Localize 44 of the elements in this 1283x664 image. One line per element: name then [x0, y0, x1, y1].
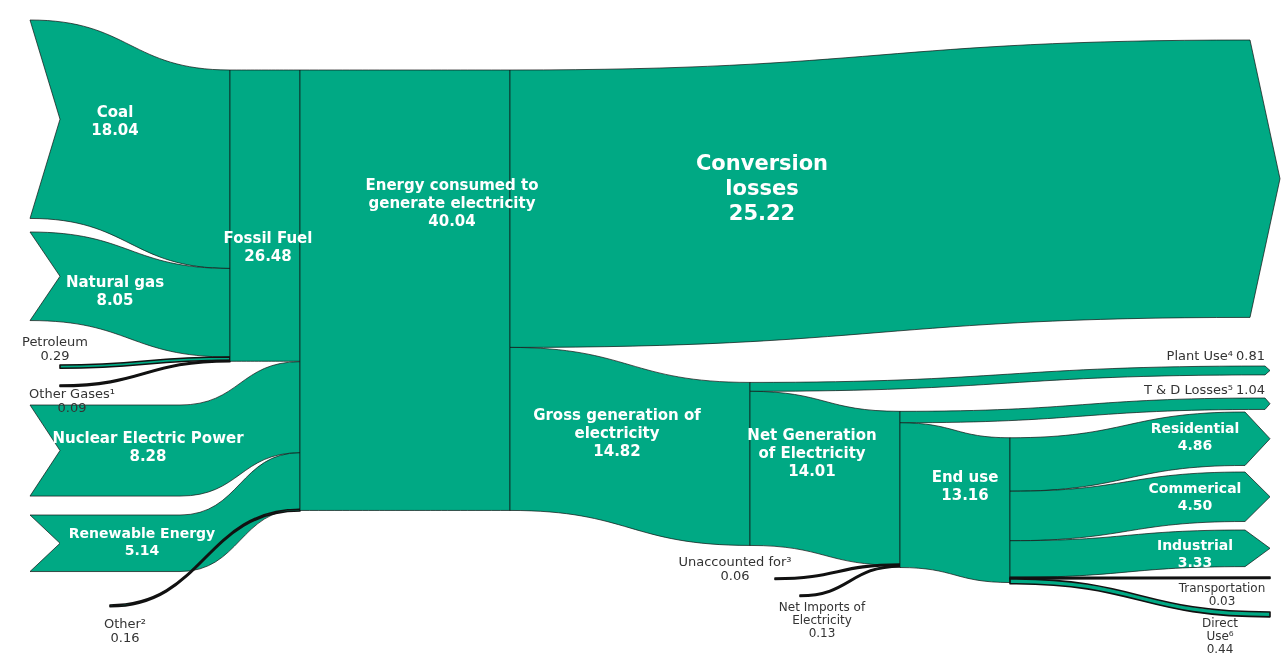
data-label: 4.86: [1177, 436, 1213, 453]
category-label: Direct Use⁶: [1202, 616, 1239, 644]
data-label: 0.16: [110, 630, 140, 646]
data-label: 40.04: [428, 212, 476, 230]
data-label: 8.05: [96, 291, 134, 309]
data-label: 14.01: [788, 462, 836, 480]
category-label: T & D Losses⁵: [1143, 382, 1233, 397]
category-label: Fossil Fuel: [223, 229, 313, 247]
data-label: 0.06: [720, 568, 750, 584]
data-label: 0.03: [1208, 594, 1236, 609]
category-label: Industrial: [1156, 537, 1234, 553]
data-label: 5.14: [124, 541, 160, 558]
data-label: 0.13: [808, 626, 836, 641]
category-label: Other²: [103, 616, 147, 631]
data-label: 18.04: [91, 121, 139, 139]
category-label: Net Generation of Electricity: [747, 426, 877, 462]
data-label: 13.16: [941, 486, 989, 504]
category-label: Commerical: [1148, 480, 1242, 496]
data-label: 26.48: [244, 247, 292, 265]
data-label: 4.50: [1177, 496, 1213, 513]
data-label: 14.82: [593, 442, 641, 460]
data-label: 3.33: [1177, 553, 1213, 570]
data-label: 0.81: [1236, 348, 1265, 363]
category-label: Gross generation of electricity: [533, 406, 702, 442]
category-label: Nuclear Electric Power: [52, 429, 245, 447]
data-label: 0.09: [57, 400, 87, 416]
category-label: Natural gas: [65, 273, 165, 291]
category-label: Net Imports of Electricity: [778, 600, 866, 628]
category-label: End use: [931, 468, 999, 486]
category-label: Conversion losses: [695, 151, 829, 201]
category-label: Residential: [1150, 420, 1240, 436]
category-label: Plant Use⁴: [1166, 348, 1233, 363]
data-label: 0.29: [40, 348, 70, 364]
data-label: 8.28: [129, 447, 167, 465]
category-label: Energy consumed to generate electricity: [365, 176, 539, 212]
category-label: Other Gases¹: [29, 386, 115, 401]
data-label: 1.04: [1236, 382, 1265, 397]
category-label: Transportation: [1177, 581, 1266, 595]
category-label: Unaccounted for³: [678, 554, 792, 569]
category-label: Petroleum: [22, 334, 88, 349]
category-label: Coal: [96, 103, 134, 121]
data-label: 0.44: [1206, 642, 1234, 657]
data-label: 25.22: [728, 201, 796, 226]
category-label: Renewable Energy: [68, 525, 216, 541]
